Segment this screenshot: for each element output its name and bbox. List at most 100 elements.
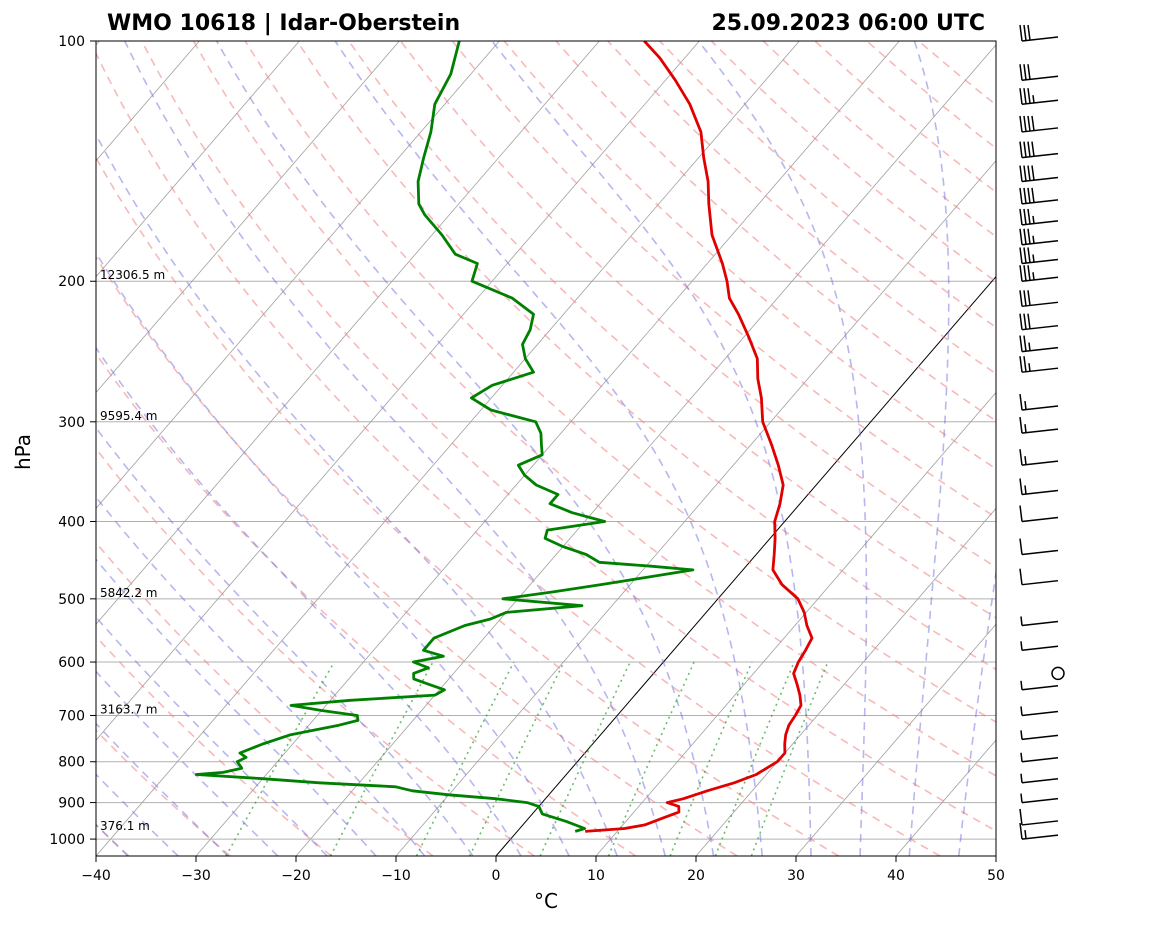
dry-adiabat bbox=[607, 41, 996, 375]
wind-barb bbox=[1019, 290, 1059, 308]
mixing-ratio-line bbox=[714, 661, 795, 856]
wind-barb bbox=[1020, 641, 1059, 652]
dry-adiabat bbox=[244, 41, 996, 723]
wind-barb bbox=[1020, 730, 1059, 741]
moist-adiabat bbox=[491, 41, 812, 856]
moist-adiabat bbox=[1008, 41, 1160, 856]
dry-adiabat bbox=[96, 541, 434, 856]
wind-barb bbox=[1020, 793, 1059, 804]
dry-adiabat bbox=[814, 41, 996, 194]
dry-adiabat bbox=[192, 41, 996, 777]
mixing-ratio-line bbox=[607, 661, 695, 856]
wind-barb bbox=[1019, 822, 1059, 840]
moist-adiabat bbox=[697, 41, 868, 856]
dry-adiabat bbox=[96, 51, 941, 856]
wind-barb bbox=[1019, 265, 1059, 282]
moist-adiabat bbox=[215, 41, 715, 856]
dry-adiabat bbox=[348, 41, 996, 619]
mixing-ratio-line bbox=[539, 661, 631, 856]
y-tick-label: 900 bbox=[58, 796, 85, 812]
dry-adiabat bbox=[96, 729, 231, 856]
mixing-ratio-line bbox=[329, 661, 434, 856]
wind-barb bbox=[1020, 616, 1059, 627]
wind-barb bbox=[1019, 208, 1059, 226]
x-tick-label: 30 bbox=[787, 868, 805, 884]
moist-adiabat bbox=[96, 616, 328, 856]
y-tick-label: 1000 bbox=[49, 832, 85, 848]
dry-adiabat bbox=[710, 41, 996, 283]
dry-adiabat bbox=[659, 41, 996, 329]
wind-barb bbox=[1019, 228, 1059, 246]
isotherm-line bbox=[96, 41, 800, 856]
x-tick-label: −40 bbox=[81, 868, 111, 884]
wind-barb bbox=[1019, 356, 1059, 373]
wind-barb bbox=[1051, 666, 1065, 681]
dry-adiabat bbox=[866, 41, 996, 150]
wind-barb bbox=[1020, 706, 1059, 717]
wind-barb bbox=[1019, 88, 1059, 105]
isotherm-line bbox=[96, 41, 500, 509]
chart-title-right: 25.09.2023 06:00 UTC bbox=[711, 11, 985, 36]
y-tick-label: 600 bbox=[58, 655, 85, 671]
height-label: 3163.7 m bbox=[100, 703, 158, 717]
wind-barb bbox=[1019, 449, 1059, 466]
isotherm-line bbox=[96, 41, 600, 625]
dry-adiabat bbox=[762, 41, 996, 238]
isotherm-line bbox=[695, 507, 996, 856]
moist-adiabat bbox=[96, 133, 618, 856]
zero-isotherm bbox=[495, 275, 996, 856]
wind-barb bbox=[1019, 313, 1059, 331]
dry-adiabat bbox=[918, 41, 996, 106]
y-tick-label: 500 bbox=[58, 592, 85, 608]
moist-adiabat bbox=[96, 558, 377, 856]
moist-adiabat bbox=[96, 346, 522, 856]
x-axis-ticks: −40 −30 −20 −10 0 10 20 30 40 50 bbox=[81, 856, 1005, 884]
x-tick-label: 10 bbox=[587, 868, 605, 884]
isotherm-line bbox=[795, 623, 996, 856]
dry-adiabat bbox=[96, 447, 535, 856]
mixing-ratio-line bbox=[415, 661, 515, 856]
moist-adiabat bbox=[908, 41, 950, 856]
x-tick-label: 0 bbox=[492, 868, 501, 884]
isotherm-line bbox=[96, 41, 700, 741]
isotherm-line bbox=[96, 41, 400, 394]
y-tick-label: 800 bbox=[58, 755, 85, 771]
moist-adiabat bbox=[96, 495, 426, 856]
isotherm-line bbox=[595, 391, 996, 856]
isotherm-line bbox=[395, 160, 996, 856]
wind-barb bbox=[1020, 752, 1059, 763]
wind-barbs bbox=[1019, 24, 1065, 840]
dewpoint-profile bbox=[194, 41, 695, 833]
dry-adiabat bbox=[503, 41, 996, 470]
isotherm-line bbox=[195, 41, 900, 856]
wind-barb bbox=[1019, 417, 1059, 434]
isotherm-line bbox=[96, 41, 300, 278]
x-tick-label: −30 bbox=[181, 868, 211, 884]
wind-barb bbox=[1019, 141, 1059, 159]
wind-barb bbox=[1019, 187, 1059, 205]
chart-title-left: WMO 10618 | Idar-Oberstein bbox=[107, 11, 460, 36]
wind-barb bbox=[1019, 115, 1059, 133]
wind-barb bbox=[1019, 64, 1059, 82]
wind-barb bbox=[1019, 538, 1059, 556]
moist-adiabat bbox=[958, 567, 996, 856]
isotherm-line bbox=[295, 44, 996, 856]
height-label: 12306.5 m bbox=[100, 268, 165, 282]
moist-adiabat bbox=[96, 670, 279, 856]
isotherm-line bbox=[995, 855, 996, 856]
y-axis-label: hPa bbox=[11, 434, 35, 470]
moist-adiabat bbox=[96, 426, 474, 856]
wind-barb bbox=[1019, 478, 1059, 496]
moist-adiabat bbox=[123, 41, 667, 856]
plot-frame bbox=[95, 40, 997, 857]
wind-barb bbox=[1020, 680, 1059, 691]
y-tick-label: 400 bbox=[58, 514, 85, 530]
wind-barb bbox=[1019, 335, 1059, 353]
y-tick-label: 200 bbox=[58, 274, 85, 290]
dry-adiabat bbox=[555, 41, 996, 422]
wind-barb bbox=[1019, 568, 1059, 586]
x-axis-label: °C bbox=[534, 889, 558, 913]
height-label: 9595.4 m bbox=[100, 409, 158, 423]
wind-barb bbox=[1020, 773, 1059, 784]
